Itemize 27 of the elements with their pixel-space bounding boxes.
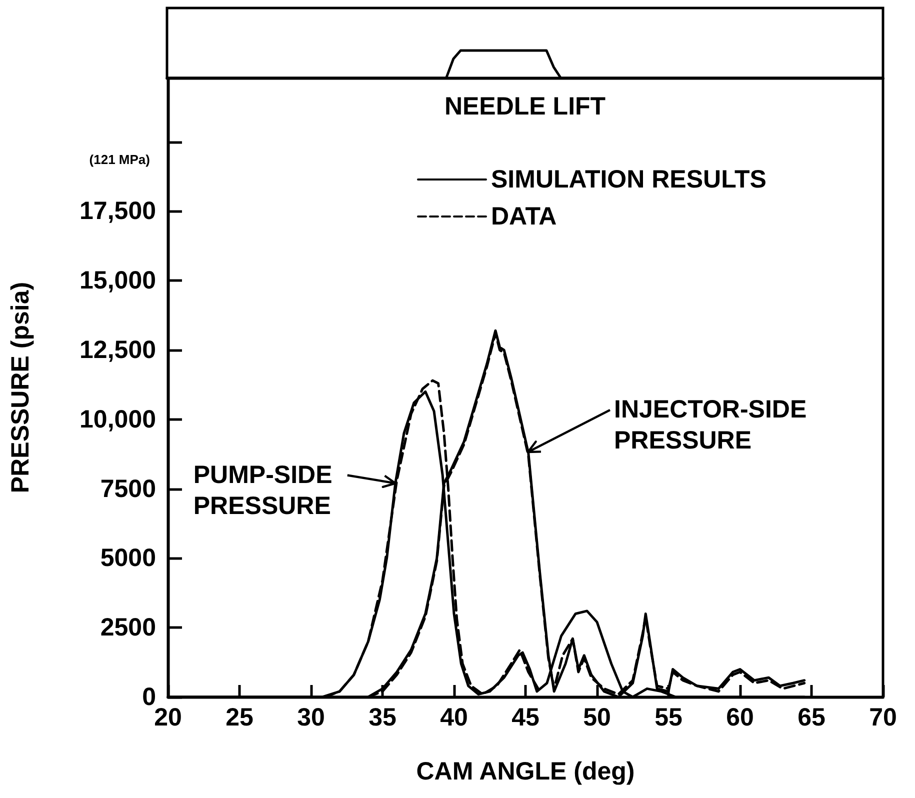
- y-tick-label: 7500: [100, 474, 156, 503]
- x-tick-label: 35: [368, 704, 396, 732]
- x-tick-label: 45: [512, 704, 540, 732]
- x-tick-label: 30: [297, 704, 325, 732]
- annotation: PUMP-SIDE PRESSURE: [193, 460, 340, 520]
- y-tick-label: 17,500: [80, 197, 156, 226]
- x-axis-title: NEEDLE LIFT: [444, 92, 606, 120]
- y-tick-label: 10,000: [80, 405, 156, 434]
- x-tick-label: 25: [226, 704, 254, 732]
- y-tick-label: 15,000: [80, 266, 156, 295]
- legend-label: DATA: [491, 202, 557, 230]
- x-tick-label: 40: [440, 704, 468, 732]
- y-axis-title: PRESSURE (psia): [6, 282, 34, 494]
- text: (121 MPa): [89, 152, 150, 167]
- y-tick-label: 5000: [100, 544, 156, 572]
- x-tick-label: 60: [726, 704, 754, 732]
- y-tick-label: 0: [142, 683, 156, 711]
- x-tick-label: 50: [583, 704, 611, 732]
- y-tick-label: 2500: [100, 614, 156, 642]
- x-tick-label: 55: [654, 704, 682, 732]
- y-tick-label: 12,500: [80, 336, 156, 364]
- x-tick-label: 20: [154, 704, 182, 732]
- x-axis-title: CAM ANGLE (deg): [416, 758, 635, 786]
- legend-label: SIMULATION RESULTS: [491, 166, 766, 194]
- x-tick-label: 70: [869, 704, 897, 732]
- x-tick-label: 65: [798, 704, 826, 732]
- annotation: INJECTOR-SIDE PRESSURE: [614, 396, 814, 454]
